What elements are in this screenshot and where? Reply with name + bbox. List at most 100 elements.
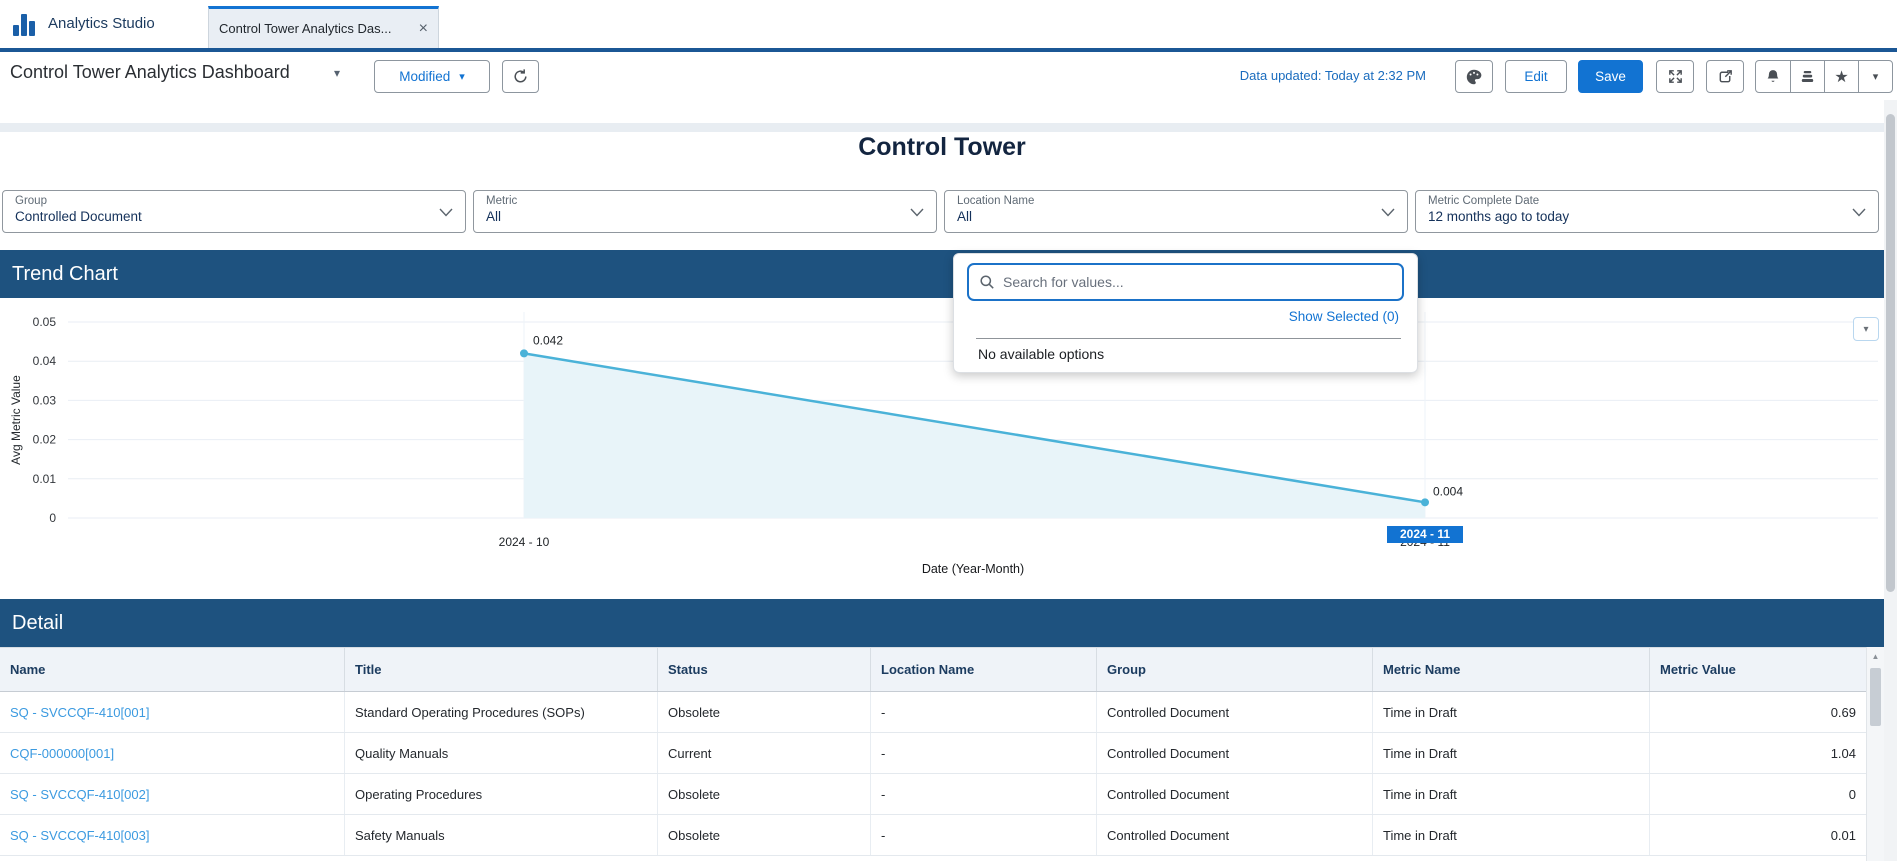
filter-value: All [957, 209, 973, 224]
filter-location-name[interactable]: Location Name All [944, 190, 1408, 233]
column-header-title[interactable]: Title [345, 648, 658, 691]
dropdown-divider [976, 338, 1401, 339]
cell-metric-name: Time in Draft [1373, 815, 1650, 855]
column-header-status[interactable]: Status [658, 648, 871, 691]
cell-group: Controlled Document [1097, 815, 1373, 855]
more-actions-button[interactable]: ▾ [1858, 61, 1892, 92]
svg-text:0.042: 0.042 [533, 333, 563, 347]
theme-button[interactable] [1455, 60, 1493, 93]
modified-status-button[interactable]: Modified ▾ [374, 60, 490, 93]
content-top-strip [0, 123, 1897, 132]
column-header-metric-value[interactable]: Metric Value [1660, 662, 1736, 677]
cell-metric-name: Time in Draft [1373, 774, 1650, 814]
star-icon: ★ [1834, 68, 1849, 86]
svg-text:0.05: 0.05 [33, 315, 57, 329]
section-title: Trend Chart [12, 262, 118, 285]
table-row: SQ - SVCCQF-410[001] Standard Operating P… [0, 692, 1866, 733]
svg-text:0.02: 0.02 [33, 433, 57, 447]
trend-chart-svg[interactable]: 0 0.01 0.02 0.03 0.04 0.05 0.042 0.004 2024 - 10… [0, 298, 1884, 598]
cell-name: SQ - SVCCQF-410[002] [0, 774, 345, 814]
notifications-button[interactable] [1756, 61, 1790, 92]
filter-group[interactable]: Group Controlled Document [2, 190, 466, 233]
document-link[interactable]: SQ - SVCCQF-410[003] [10, 827, 150, 843]
table-scrollbar[interactable]: ▲ [1866, 647, 1884, 861]
cell-group: Controlled Document [1097, 692, 1373, 732]
cell-metric-value: 0 [1848, 786, 1856, 802]
favorite-button[interactable]: ★ [1824, 61, 1858, 92]
trend-chart-panel: 0 0.01 0.02 0.03 0.04 0.05 0.042 0.004 2024 - 10… [0, 298, 1884, 598]
table-row: SQ - SVCCQF-410[003] Safety Manuals Obsole… [0, 815, 1866, 856]
tab-control-tower-dashboard[interactable]: Control Tower Analytics Das... × [208, 6, 439, 48]
save-button[interactable]: Save [1578, 60, 1643, 93]
document-link[interactable]: SQ - SVCCQF-410[001] [10, 704, 150, 720]
cell-metric-value: 1.04 [1830, 745, 1856, 761]
table-scrollbar-thumb[interactable] [1870, 668, 1881, 726]
cell-status: Obsolete [658, 774, 871, 814]
filter-value: All [486, 209, 502, 224]
bell-icon [1767, 70, 1779, 82]
filter-label: Location Name [957, 195, 1035, 207]
svg-text:0.01: 0.01 [33, 472, 57, 486]
chart-options-button[interactable]: ▾ [1853, 317, 1879, 341]
cell-name: SQ - SVCCQF-410[001] [0, 692, 345, 732]
filter-metric-complete-date[interactable]: Metric Complete Date 12 months ago to to… [1415, 190, 1879, 233]
filter-value: Controlled Document [15, 209, 142, 224]
column-header-name[interactable]: Name [0, 648, 345, 691]
cell-title: Operating Procedures [345, 774, 658, 814]
expand-icon [1668, 70, 1682, 83]
y-axis-label: Avg Metric Value [9, 375, 23, 465]
selected-month-badge: 2024 - 11 [1387, 526, 1463, 543]
cell-metric-name: Time in Draft [1373, 692, 1650, 732]
tab-label: Control Tower Analytics Das... [219, 21, 392, 36]
tab-bar: Analytics Studio Control Tower Analytics… [0, 0, 1897, 48]
cell-title: Standard Operating Procedures (SOPs) [345, 692, 658, 732]
page-scrollbar[interactable] [1884, 100, 1897, 861]
analytics-studio-logo-icon[interactable] [13, 12, 39, 36]
section-title: Detail [12, 611, 64, 634]
filter-label: Metric [486, 195, 518, 207]
filter-label: Metric Complete Date [1428, 195, 1540, 207]
caret-down-icon: ▾ [459, 71, 465, 83]
dashboard-name-caret-icon[interactable]: ▾ [334, 66, 341, 80]
cell-group: Controlled Document [1097, 774, 1373, 814]
cell-location-name: - [871, 774, 1097, 814]
share-icon [1719, 70, 1732, 83]
column-header-metric-name[interactable]: Metric Name [1373, 648, 1650, 691]
cell-metric-value: 0.01 [1830, 827, 1856, 843]
svg-text:0: 0 [49, 511, 56, 525]
cell-status: Obsolete [658, 815, 871, 855]
detail-table-body: SQ - SVCCQF-410[001] Standard Operating P… [0, 692, 1866, 861]
close-icon[interactable]: × [418, 19, 428, 37]
location-filter-dropdown: Show Selected (0) No available options [953, 253, 1418, 373]
chevron-down-icon [1381, 208, 1395, 217]
x-axis-label: Date (Year-Month) [921, 562, 1025, 576]
stack-icon [1801, 71, 1814, 82]
cell-metric-value: 0.69 [1830, 704, 1856, 720]
search-input[interactable] [1003, 274, 1392, 290]
toolbar-button-group: ★ ▾ [1755, 60, 1893, 93]
header-divider [0, 48, 1897, 52]
cell-title: Safety Manuals [345, 815, 658, 855]
detail-table-header: Name Title Status Location Name Group Metric … [0, 647, 1866, 692]
svg-text:0.04: 0.04 [33, 354, 57, 368]
filter-metric[interactable]: Metric All [473, 190, 937, 233]
document-link[interactable]: CQF-000000[001] [10, 745, 115, 761]
column-header-group[interactable]: Group [1097, 648, 1373, 691]
fullscreen-button[interactable] [1656, 60, 1694, 93]
refresh-button[interactable] [502, 60, 539, 93]
chevron-down-icon [1852, 208, 1866, 217]
app-name: Analytics Studio [48, 15, 155, 32]
page-scrollbar-thumb[interactable] [1886, 114, 1895, 592]
scroll-up-icon[interactable]: ▲ [1871, 652, 1880, 661]
chevron-down-icon [910, 208, 924, 217]
collection-button[interactable] [1790, 61, 1824, 92]
table-row: SQ - SVCCQF-410[002] Operating Procedures… [0, 774, 1866, 815]
share-button[interactable] [1706, 60, 1744, 93]
document-link[interactable]: SQ - SVCCQF-410[002] [10, 786, 150, 802]
edit-button[interactable]: Edit [1505, 60, 1567, 93]
column-header-location-name[interactable]: Location Name [871, 648, 1097, 691]
show-selected-link[interactable]: Show Selected (0) [1288, 309, 1399, 324]
data-updated-status: Data updated: Today at 2:32 PM [1239, 68, 1426, 83]
cell-location-name: - [871, 815, 1097, 855]
